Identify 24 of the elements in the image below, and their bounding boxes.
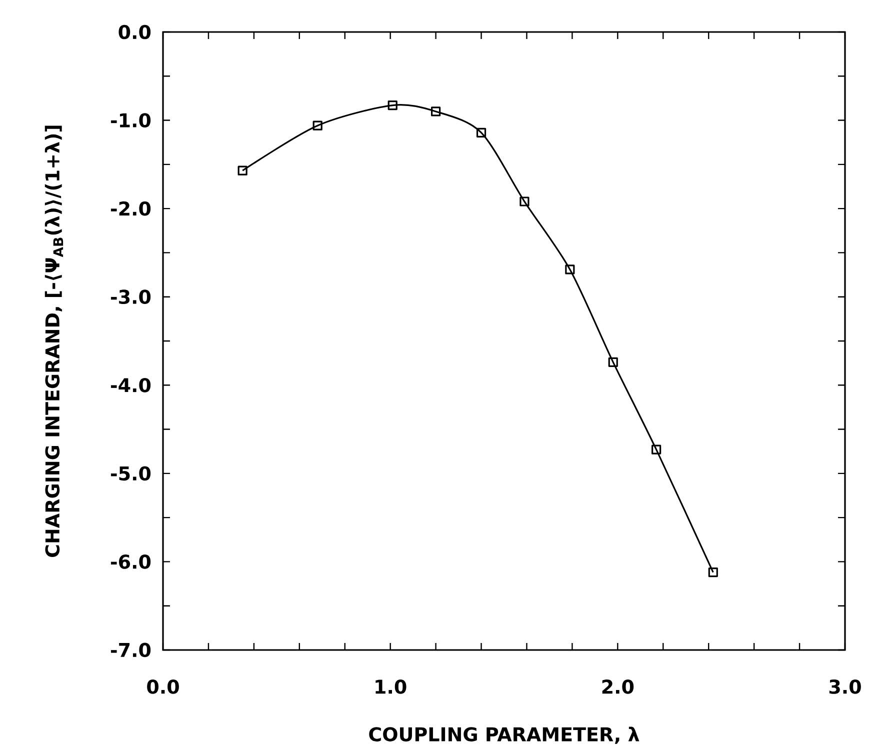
y-tick-label: -4.0 — [110, 378, 151, 392]
x-tick-label: 3.0 — [829, 680, 861, 694]
point — [238, 166, 248, 176]
y-tick-label: -6.0 — [110, 554, 151, 569]
point — [476, 128, 486, 138]
y-tick-label: -3.0 — [110, 290, 151, 304]
x-tick-label: 2.0 — [602, 680, 634, 694]
y-tick-label: 0.0 — [118, 24, 151, 40]
point — [565, 264, 575, 274]
point — [652, 444, 662, 454]
point — [388, 100, 398, 110]
y-tick-label: -1.0 — [110, 113, 151, 128]
y-axis-title: CHARGING INTEGRAND, [-⟨Ψ$_{AB}$(λ)⟩/(1+λ)] — [44, 126, 64, 557]
point — [312, 120, 322, 130]
point — [608, 357, 618, 367]
x-tick-label: 1.0 — [376, 680, 406, 694]
y-tick-label: -7.0 — [110, 642, 151, 658]
y-tick-label: -5.0 — [110, 466, 151, 481]
y-tick-label: -2.0 — [110, 201, 151, 216]
x-axis-title: COUPLING PARAMETER, λ — [369, 726, 640, 744]
point — [520, 196, 530, 206]
x-tick-label: 0.0 — [147, 680, 179, 694]
point — [431, 106, 441, 116]
point — [708, 567, 718, 578]
